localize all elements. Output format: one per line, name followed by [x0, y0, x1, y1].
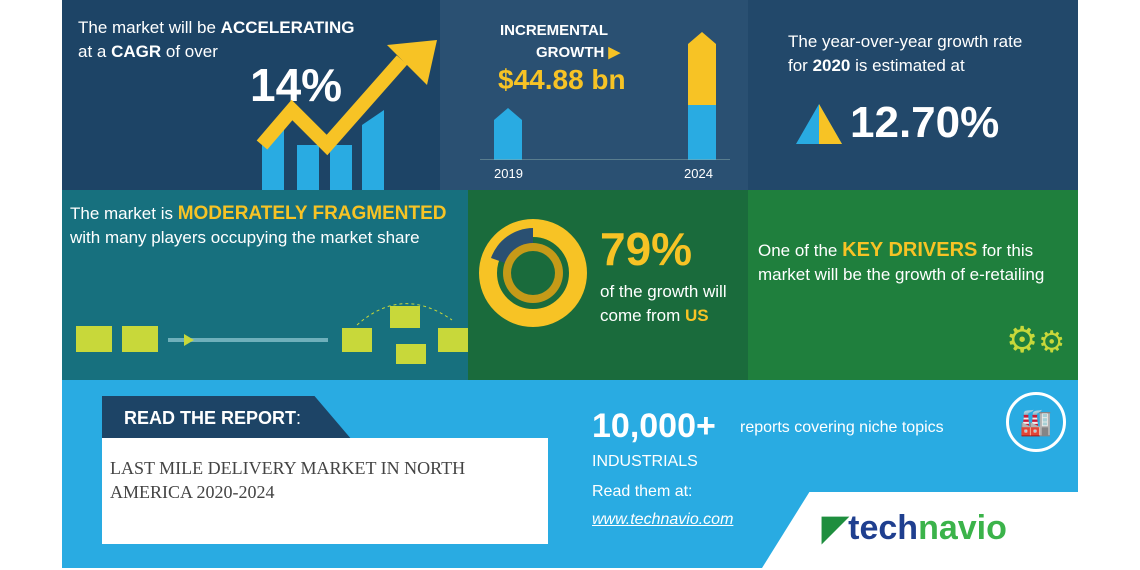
bar-icon: [480, 32, 730, 160]
factory-icon: 🏭: [1006, 392, 1066, 452]
region-panel: 79% of the growth will come from US: [468, 190, 748, 380]
technavio-logo: ◤technavio: [822, 509, 1007, 547]
region-name: US: [685, 306, 709, 325]
cagr-text3: of over: [161, 42, 218, 61]
fragment-panel: The market is MODERATELY FRAGMENTED with …: [62, 190, 468, 380]
growth-chart-icon: [256, 40, 437, 190]
report-count: 10,000+: [592, 407, 716, 445]
cagr-bold: ACCELERATING: [220, 18, 355, 37]
cagr-text2: at a: [78, 42, 112, 61]
drivers-text: for this market will be the growth of e-…: [758, 241, 1045, 284]
cagr-text: The market will be: [78, 18, 221, 37]
gears-icon: ⚙⚙: [1006, 319, 1066, 360]
region-text: of the growth will: [600, 282, 727, 301]
yoy-value: 12.70%: [850, 98, 1000, 147]
incremental-label: INCREMENTAL GROWTH ▶: [500, 22, 621, 61]
year-end: 2024: [684, 166, 713, 181]
fragment-bold: MODERATELY FRAGMENTED: [177, 203, 447, 224]
bottom-panel: READ THE REPORT: LAST MILE DELIVERY MARK…: [62, 380, 1078, 568]
report-count-text: reports covering niche topics: [740, 419, 944, 436]
region-value: 79%: [600, 223, 693, 275]
yoy-panel: The year-over-year growth rate for 2020 i…: [748, 0, 1078, 190]
buildings-icon: [76, 303, 468, 364]
cagr-panel: The market will be ACCELERATING at a CAG…: [62, 0, 440, 190]
fragment-text: with many players occupying the market s…: [70, 228, 420, 247]
incremental-value: $44.88 bn: [498, 64, 626, 95]
donut-chart: [479, 219, 587, 327]
brand-area: ◤technavio: [762, 492, 1078, 568]
yoy-year: 2020: [812, 56, 851, 75]
year-start: 2019: [494, 166, 523, 181]
report-card[interactable]: LAST MILE DELIVERY MARKET IN NORTH AMERI…: [102, 438, 548, 544]
drivers-panel: One of the KEY DRIVERS for this market w…: [748, 190, 1078, 380]
read-at: Read them at:: [592, 483, 693, 500]
website-link[interactable]: www.technavio.com: [592, 511, 734, 528]
cagr-label: CAGR: [111, 42, 162, 61]
report-title[interactable]: LAST MILE DELIVERY MARKET IN NORTH AMERI…: [110, 458, 466, 502]
incremental-panel: INCREMENTAL GROWTH ▶ $44.88 bn 2019 2024: [440, 0, 748, 190]
yoy-text: The year-over-year growth rate: [788, 32, 1023, 51]
category: INDUSTRIALS: [592, 453, 698, 470]
drivers-bold: KEY DRIVERS: [842, 239, 978, 261]
triangle-up-icon: [796, 104, 842, 144]
report-heading: READ THE REPORT:: [102, 396, 352, 440]
cagr-value: 14%: [250, 59, 343, 111]
